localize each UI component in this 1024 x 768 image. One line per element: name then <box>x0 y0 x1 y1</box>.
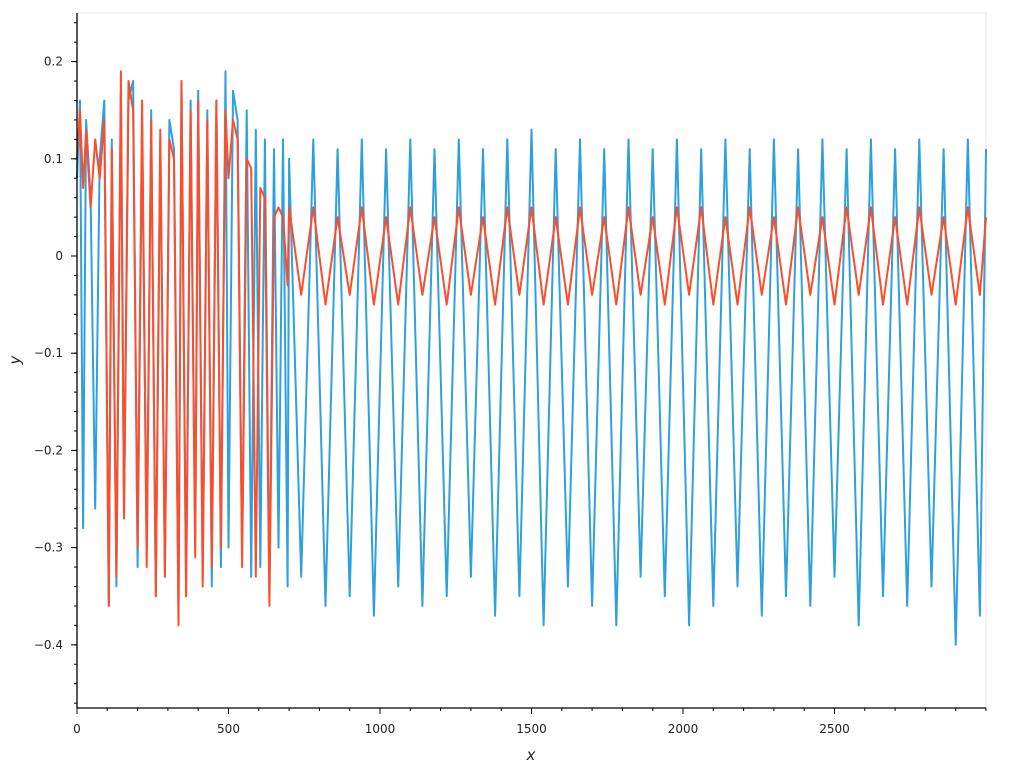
y-tick-label: 0.1 <box>44 152 63 166</box>
x-tick-label: 500 <box>217 722 240 736</box>
y-ticks: −0.4 −0.3 −0.2 −0.1 0 0.1 0.2 <box>34 22 77 704</box>
x-axis-label: x <box>526 746 536 764</box>
y-tick-label: −0.1 <box>34 346 63 360</box>
y-tick-label: −0.4 <box>34 638 63 652</box>
x-tick-label: 2500 <box>819 722 850 736</box>
x-tick-label: 1500 <box>516 722 547 736</box>
x-ticks: 0 500 1000 1500 2000 2500 <box>73 708 987 736</box>
x-tick-label: 0 <box>73 722 81 736</box>
series-0-line <box>76 70 987 646</box>
x-tick-label: 2000 <box>668 722 699 736</box>
series-layer <box>76 70 987 646</box>
y-tick-label: 0 <box>55 249 63 263</box>
y-tick-label: −0.2 <box>34 443 63 457</box>
y-tick-label: 0.2 <box>44 55 63 69</box>
x-tick-label: 1000 <box>365 722 396 736</box>
y-tick-label: −0.3 <box>34 541 63 555</box>
y-axis-label: y <box>6 354 24 365</box>
series-1-line <box>76 70 987 627</box>
